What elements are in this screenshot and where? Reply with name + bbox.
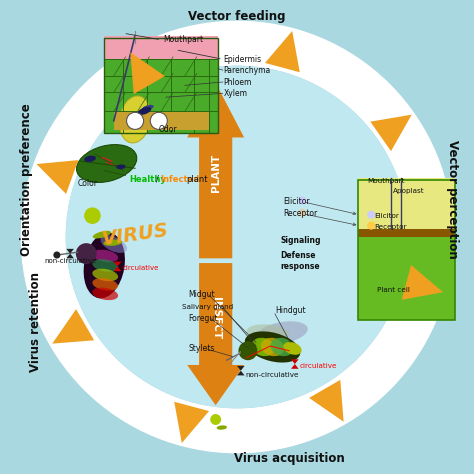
Circle shape <box>238 341 257 360</box>
Text: plant: plant <box>186 175 208 183</box>
Text: Virus retention: Virus retention <box>29 273 42 372</box>
Text: non-circulative: non-circulative <box>44 258 96 264</box>
Polygon shape <box>370 115 412 151</box>
Ellipse shape <box>92 288 118 300</box>
Circle shape <box>85 208 100 223</box>
Text: Defense: Defense <box>280 251 316 259</box>
Polygon shape <box>66 249 74 254</box>
Text: PLANT: PLANT <box>210 154 221 192</box>
Circle shape <box>368 211 374 218</box>
Polygon shape <box>237 371 245 375</box>
Text: response: response <box>280 262 320 271</box>
Text: VIRUS: VIRUS <box>100 220 170 249</box>
Ellipse shape <box>142 105 154 110</box>
Ellipse shape <box>92 250 118 262</box>
Text: Vector feeding: Vector feeding <box>188 10 286 23</box>
FancyBboxPatch shape <box>114 112 209 130</box>
Text: Receptor: Receptor <box>283 210 318 218</box>
Polygon shape <box>52 309 94 344</box>
Text: Midgut: Midgut <box>189 291 215 299</box>
Circle shape <box>66 66 408 408</box>
Polygon shape <box>291 364 299 369</box>
Text: Color: Color <box>77 179 97 188</box>
FancyBboxPatch shape <box>104 36 218 59</box>
Text: Odor: Odor <box>159 126 177 134</box>
Text: Foregut: Foregut <box>189 314 218 323</box>
Polygon shape <box>174 402 209 443</box>
Polygon shape <box>265 31 300 72</box>
Ellipse shape <box>103 239 122 246</box>
Text: Salivary gland: Salivary gland <box>182 304 233 310</box>
Ellipse shape <box>283 342 301 355</box>
Circle shape <box>21 21 453 453</box>
Text: Signaling: Signaling <box>280 237 320 245</box>
Ellipse shape <box>84 155 96 162</box>
Text: Receptor: Receptor <box>374 224 407 230</box>
Text: circulative: circulative <box>300 363 337 369</box>
Text: Epidermis: Epidermis <box>224 55 262 64</box>
Circle shape <box>76 243 97 264</box>
Polygon shape <box>237 366 245 371</box>
FancyBboxPatch shape <box>358 229 455 237</box>
Ellipse shape <box>119 96 151 143</box>
Polygon shape <box>114 266 121 271</box>
Polygon shape <box>187 263 244 405</box>
Text: INSECT: INSECT <box>210 297 221 338</box>
Ellipse shape <box>245 331 300 363</box>
Text: Healthy: Healthy <box>129 175 166 183</box>
Text: Plant cell: Plant cell <box>377 287 410 293</box>
Text: /: / <box>156 175 159 183</box>
Text: Mouthpart: Mouthpart <box>164 36 204 44</box>
Polygon shape <box>130 52 165 94</box>
Circle shape <box>127 112 144 129</box>
Circle shape <box>54 252 60 258</box>
Ellipse shape <box>93 231 111 238</box>
Ellipse shape <box>246 324 289 341</box>
Text: Mouthpart: Mouthpart <box>367 178 405 184</box>
Text: Stylets: Stylets <box>189 345 215 353</box>
Ellipse shape <box>92 278 118 291</box>
FancyBboxPatch shape <box>358 232 455 320</box>
Polygon shape <box>291 359 299 364</box>
Text: non-circulative: non-circulative <box>246 373 299 378</box>
Circle shape <box>66 66 408 408</box>
Ellipse shape <box>217 425 227 430</box>
Text: Orientation preference: Orientation preference <box>19 104 33 256</box>
Ellipse shape <box>83 233 125 298</box>
Ellipse shape <box>270 338 294 356</box>
Ellipse shape <box>261 338 284 356</box>
Text: circulative: circulative <box>122 265 159 271</box>
Polygon shape <box>187 83 244 258</box>
Text: Xylem: Xylem <box>224 89 248 98</box>
Text: Elicitor: Elicitor <box>374 213 399 219</box>
Circle shape <box>299 210 306 216</box>
Text: Phloem: Phloem <box>224 78 252 86</box>
Text: Virus acquisition: Virus acquisition <box>234 452 345 465</box>
Text: Hindgut: Hindgut <box>275 306 306 315</box>
Polygon shape <box>309 380 344 422</box>
Text: Vector perception: Vector perception <box>446 140 459 258</box>
Ellipse shape <box>116 164 126 169</box>
Text: Apoplast: Apoplast <box>393 188 425 194</box>
Polygon shape <box>114 262 121 266</box>
FancyBboxPatch shape <box>104 38 218 133</box>
Text: Infected: Infected <box>160 175 200 183</box>
Ellipse shape <box>92 259 118 272</box>
Ellipse shape <box>251 338 275 356</box>
Circle shape <box>299 197 306 204</box>
Circle shape <box>368 222 374 229</box>
Text: Elicitor: Elicitor <box>283 197 310 206</box>
Ellipse shape <box>76 145 137 182</box>
Ellipse shape <box>100 235 127 253</box>
Polygon shape <box>66 254 74 258</box>
Circle shape <box>211 415 220 424</box>
Ellipse shape <box>138 107 151 115</box>
Text: Parenchyma: Parenchyma <box>224 66 271 74</box>
Ellipse shape <box>256 321 308 344</box>
FancyBboxPatch shape <box>358 178 455 232</box>
Circle shape <box>150 112 167 129</box>
Ellipse shape <box>92 269 118 281</box>
Polygon shape <box>402 265 443 300</box>
Polygon shape <box>36 160 78 194</box>
